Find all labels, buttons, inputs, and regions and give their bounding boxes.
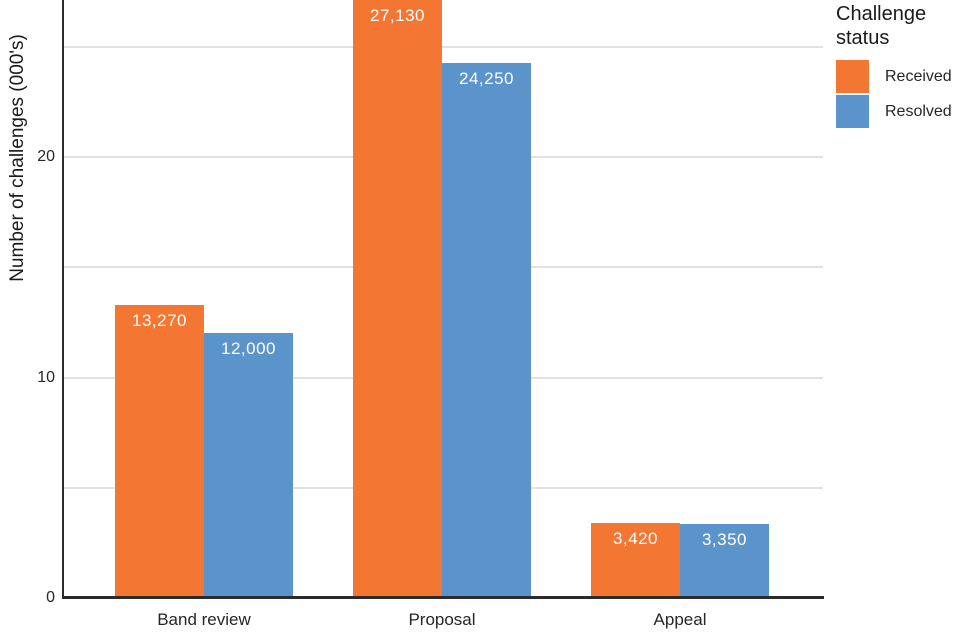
legend-item-label: Received	[885, 67, 952, 85]
y-tick-label-20: 20	[37, 148, 55, 165]
legend-item-received: Received	[836, 60, 958, 93]
x-category-label-proposal: Proposal	[408, 610, 476, 629]
gridline-25	[64, 46, 823, 48]
bar-received-proposal: 27,130	[353, 0, 442, 598]
bar-value-label: 3,420	[612, 529, 659, 548]
bar-resolved-appeal: 3,350	[680, 524, 769, 598]
y-axis-line	[62, 0, 64, 599]
bar-value-label: 27,130	[370, 6, 425, 25]
bar-resolved-proposal: 24,250	[442, 63, 531, 598]
x-axis-line	[62, 596, 824, 599]
bar-value-label: 3,350	[701, 530, 748, 549]
x-category-label-appeal: Appeal	[653, 610, 707, 629]
legend: Challenge status Received Resolved	[836, 2, 958, 130]
legend-item-label: Resolved	[885, 102, 952, 120]
bar-received-appeal: 3,420	[591, 523, 680, 598]
y-tick-label-10: 10	[37, 369, 55, 386]
bar-value-label: 13,270	[132, 311, 187, 330]
bar-value-label: 24,250	[459, 69, 514, 88]
bar-value-label: 12,000	[221, 339, 276, 358]
y-tick-label-0: 0	[46, 589, 55, 606]
x-category-label-band-review: Band review	[157, 610, 251, 629]
legend-title: Challenge status	[836, 3, 927, 49]
legend-item-resolved: Resolved	[836, 95, 958, 128]
bar-received-band-review: 13,270	[115, 305, 204, 598]
legend-items: Received Resolved	[836, 60, 958, 128]
legend-swatch-received	[836, 60, 869, 93]
legend-swatch-resolved	[836, 95, 869, 128]
bar-resolved-band-review: 12,000	[204, 333, 293, 598]
